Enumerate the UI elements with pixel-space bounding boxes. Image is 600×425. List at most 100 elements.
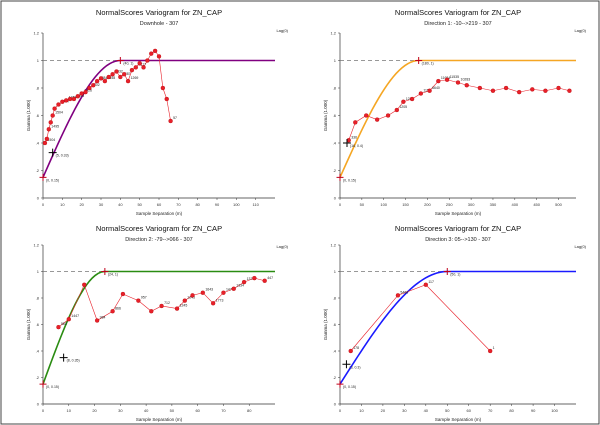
chart-panel-3: NormalScores Variogram for ZN_CAP Directi… <box>26 224 289 422</box>
experimental-point <box>348 348 353 354</box>
x-tick-label: 50 <box>445 408 450 413</box>
y-tick-label: .4 <box>36 349 40 354</box>
x-tick-label: 80 <box>195 202 200 207</box>
pair-count-label: 336 <box>351 135 357 139</box>
experimental-point <box>190 293 195 298</box>
pair-count-label: 1269 <box>131 76 139 80</box>
y-axis-label: Gamma (1.000) <box>26 99 31 131</box>
y-tick-label: .8 <box>333 296 337 301</box>
experimental-point <box>122 72 127 77</box>
x-tick-label: 0 <box>42 408 45 413</box>
marker-label: (5, 0.33) <box>56 154 69 158</box>
marker-label: (0, 0.15) <box>343 178 356 182</box>
model-curve <box>42 59 275 178</box>
marker-label: (24, 1) <box>108 273 118 277</box>
marker-label: (0, 0.15) <box>343 385 356 389</box>
experimental-line <box>350 284 491 352</box>
pair-count-label: 1373 <box>247 277 255 281</box>
pair-count-label: 1447 <box>71 314 79 318</box>
x-tick-label: 400 <box>511 202 518 207</box>
y-tick-label: .8 <box>36 296 40 301</box>
experimental-point <box>427 88 432 93</box>
x-tick-label: 30 <box>402 408 407 413</box>
y-tick-label: .8 <box>333 86 337 91</box>
experimental-point <box>182 298 187 303</box>
experimental-point <box>490 88 496 93</box>
x-tick-label: 60 <box>157 202 162 207</box>
y-tick-label: .2 <box>333 375 337 380</box>
x-axis-label: Sample Separation (m) <box>435 417 482 422</box>
x-tick-label: 50 <box>137 202 142 207</box>
pair-count-label: 1773 <box>216 298 224 302</box>
experimental-point <box>64 98 69 103</box>
pair-count-label: 712 <box>164 301 170 305</box>
experimental-point <box>79 91 84 96</box>
y-tick-label: 0 <box>334 402 337 407</box>
experimental-point <box>56 102 61 107</box>
experimental-point <box>159 303 164 309</box>
pair-count-label: 178 <box>353 346 359 350</box>
y-tick-label: .8 <box>36 86 40 91</box>
legend-label: Lag(0) <box>276 244 288 249</box>
pair-count-label: 1332 <box>115 69 123 73</box>
x-tick-label: 90 <box>215 202 220 207</box>
pair-count-label: 1426 <box>84 89 92 93</box>
experimental-point <box>418 91 424 96</box>
experimental-point <box>50 113 55 118</box>
experimental-point <box>503 85 509 91</box>
x-axis-label: Sample Separation (m) <box>136 211 183 216</box>
experimental-point <box>241 279 247 285</box>
x-tick-label: 450 <box>533 202 540 207</box>
x-tick-label: 80 <box>509 408 514 413</box>
experimental-point <box>75 94 80 99</box>
experimental-point <box>530 87 535 92</box>
x-tick-label: 60 <box>195 408 200 413</box>
experimental-point <box>129 67 135 73</box>
pair-count-label: 1504 <box>55 111 63 115</box>
experimental-point <box>436 78 441 84</box>
x-tick-label: 90 <box>531 408 536 413</box>
x-tick-label: 250 <box>446 202 453 207</box>
chart-title: NormalScores Variogram for ZN_CAP <box>395 8 521 17</box>
y-tick-label: .6 <box>36 113 40 118</box>
model-curve <box>42 270 275 385</box>
pair-count-label: 57 <box>173 116 177 120</box>
y-tick-label: 0 <box>334 196 337 201</box>
model-curve <box>339 59 576 178</box>
experimental-point <box>423 282 428 287</box>
pair-count-label: 1217 <box>138 62 146 66</box>
x-tick-label: 20 <box>381 408 386 413</box>
x-tick-label: 40 <box>424 408 429 413</box>
pair-count-label: 6640 <box>432 86 440 90</box>
y-tick-label: 1 <box>37 58 40 63</box>
pair-count-label: 117 <box>428 280 434 284</box>
y-axis-label: Gamma (1.000) <box>26 308 31 340</box>
x-tick-label: 350 <box>490 202 497 207</box>
experimental-point <box>149 309 154 314</box>
x-tick-label: 30 <box>99 202 104 207</box>
y-tick-label: .6 <box>333 322 337 327</box>
x-tick-label: 70 <box>221 408 226 413</box>
experimental-point <box>464 83 469 88</box>
experimental-point <box>141 65 146 70</box>
experimental-point <box>395 293 401 298</box>
experimental-point <box>477 85 483 91</box>
marker-label: (3, 0.3) <box>349 365 360 369</box>
pair-count-label: 5466 <box>400 290 408 294</box>
y-tick-label: 1 <box>334 269 337 274</box>
x-tick-label: 10 <box>67 408 72 413</box>
pair-count-label: 1504 <box>47 138 55 142</box>
experimental-point <box>164 96 169 102</box>
chart-panel-2: NormalScores Variogram for ZN_CAP Directi… <box>323 8 587 216</box>
experimental-point <box>83 89 88 95</box>
pair-count-label: 1 <box>493 346 495 350</box>
legend-label: Lag(0) <box>276 28 288 33</box>
x-tick-label: 0 <box>42 202 45 207</box>
experimental-point <box>120 291 126 297</box>
x-tick-label: 20 <box>92 408 97 413</box>
experimental-point <box>156 54 162 59</box>
marker-label: (40, 1) <box>123 62 133 66</box>
experimental-point <box>374 117 380 122</box>
experimental-point <box>91 83 96 88</box>
